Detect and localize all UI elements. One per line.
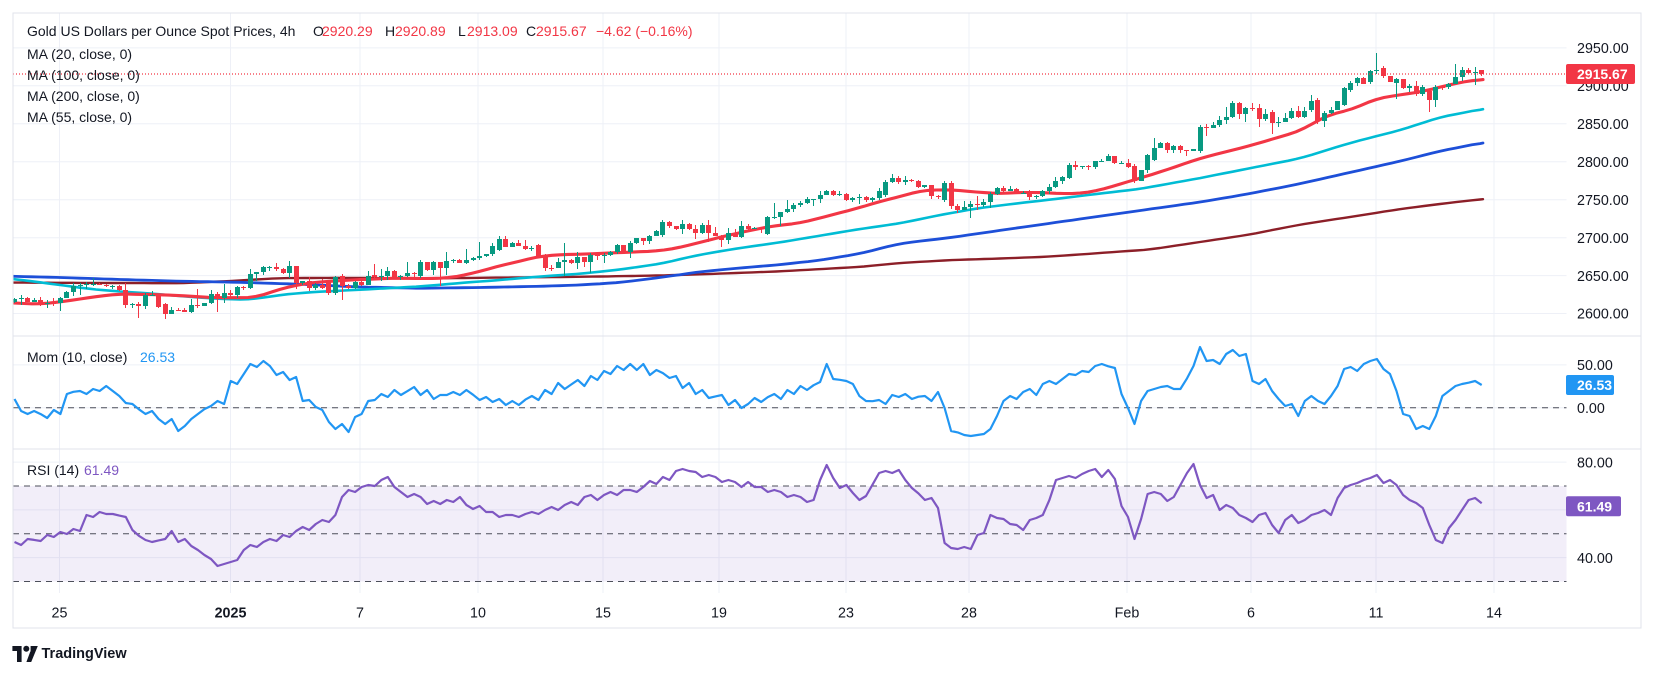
svg-text:80.00: 80.00 — [1577, 455, 1613, 471]
svg-text:50.00: 50.00 — [1577, 358, 1613, 374]
svg-text:L: L — [458, 23, 466, 39]
svg-text:C: C — [526, 23, 536, 39]
svg-text:2025: 2025 — [215, 606, 247, 622]
svg-text:O: O — [313, 23, 324, 39]
svg-text:2913.09: 2913.09 — [467, 23, 518, 39]
svg-text:2950.00: 2950.00 — [1577, 41, 1629, 57]
svg-text:15: 15 — [595, 606, 611, 622]
svg-text:2920.89: 2920.89 — [395, 23, 446, 39]
svg-text:25: 25 — [52, 606, 68, 622]
svg-text:28: 28 — [961, 606, 977, 622]
svg-text:TradingView: TradingView — [42, 646, 128, 662]
svg-text:6: 6 — [1247, 606, 1255, 622]
svg-text:2750.00: 2750.00 — [1577, 193, 1629, 209]
svg-text:23: 23 — [838, 606, 854, 622]
svg-text:61.49: 61.49 — [84, 462, 119, 478]
svg-text:MA (55, close, 0): MA (55, close, 0) — [27, 109, 132, 125]
svg-text:2800.00: 2800.00 — [1577, 155, 1629, 171]
svg-text:MA (20, close, 0): MA (20, close, 0) — [27, 46, 132, 62]
svg-text:11: 11 — [1369, 606, 1384, 622]
svg-text:10: 10 — [470, 606, 486, 622]
svg-text:2915.67: 2915.67 — [1577, 66, 1628, 82]
svg-text:61.49: 61.49 — [1577, 498, 1612, 514]
svg-text:7: 7 — [356, 606, 364, 622]
svg-text:−4.62 (−0.16%): −4.62 (−0.16%) — [596, 23, 693, 39]
svg-text:MA (200, close, 0): MA (200, close, 0) — [27, 88, 140, 104]
svg-text:40.00: 40.00 — [1577, 551, 1613, 567]
svg-text:Gold US Dollars per Ounce Spot: Gold US Dollars per Ounce Spot Prices, 4… — [27, 23, 295, 39]
svg-text:Feb: Feb — [1115, 606, 1140, 622]
svg-text:14: 14 — [1486, 606, 1502, 622]
svg-text:2915.67: 2915.67 — [536, 23, 587, 39]
svg-text:Mom (10, close): Mom (10, close) — [27, 349, 127, 365]
svg-text:H: H — [385, 23, 395, 39]
svg-text:RSI (14): RSI (14) — [27, 462, 79, 478]
svg-text:0.00: 0.00 — [1577, 401, 1605, 417]
svg-text:2700.00: 2700.00 — [1577, 231, 1629, 247]
svg-text:2600.00: 2600.00 — [1577, 307, 1629, 323]
svg-text:26.53: 26.53 — [1577, 377, 1612, 393]
svg-text:2650.00: 2650.00 — [1577, 269, 1629, 285]
svg-text:2920.29: 2920.29 — [322, 23, 373, 39]
svg-text:MA (100, close, 0): MA (100, close, 0) — [27, 67, 140, 83]
svg-text:19: 19 — [711, 606, 727, 622]
svg-text:26.53: 26.53 — [140, 349, 175, 365]
svg-text:2850.00: 2850.00 — [1577, 117, 1629, 133]
